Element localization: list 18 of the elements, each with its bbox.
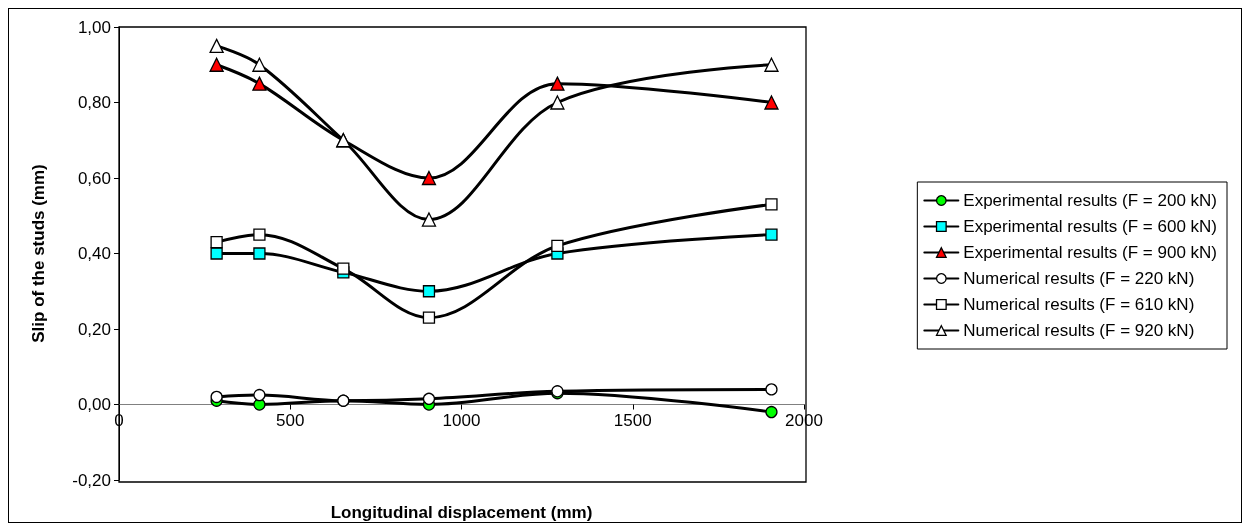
y-tick-label: 0,00 bbox=[77, 395, 111, 414]
legend-label: Numerical results (F = 610 kN) bbox=[963, 295, 1195, 314]
y-tick-label: 0,40 bbox=[77, 244, 111, 263]
x-tick-label: 1000 bbox=[442, 411, 481, 431]
y-tick-label: -0,20 bbox=[72, 470, 111, 490]
y-tick-label: 0,60 bbox=[77, 168, 111, 188]
legend-label: Numerical results (F = 920 kN) bbox=[963, 321, 1195, 340]
y-axis-title: Slip of the studs (mm) bbox=[29, 164, 48, 343]
y-tick-label: 0,80 bbox=[77, 93, 111, 112]
legend-label: Numerical results (F = 220 kN) bbox=[963, 269, 1195, 288]
legend-label: Experimental results (F = 600 kN) bbox=[963, 217, 1217, 236]
x-axis-title: Longitudinal displacement (mm) bbox=[330, 503, 593, 522]
y-tick-label: 1,00 bbox=[77, 17, 111, 37]
legend-label: Experimental results (F = 200 kN) bbox=[963, 191, 1217, 210]
y-tick-label: 0,20 bbox=[77, 319, 111, 339]
x-tick-label: 1500 bbox=[613, 411, 652, 431]
x-tick-label: 500 bbox=[276, 411, 305, 431]
legend-label: Experimental results (F = 900 kN) bbox=[963, 243, 1217, 262]
